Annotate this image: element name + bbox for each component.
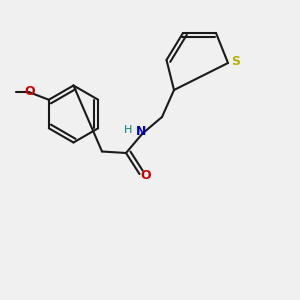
Text: H: H bbox=[124, 125, 132, 135]
Text: O: O bbox=[24, 85, 34, 98]
Text: S: S bbox=[231, 55, 240, 68]
Text: N: N bbox=[136, 125, 146, 139]
Text: O: O bbox=[141, 169, 152, 182]
